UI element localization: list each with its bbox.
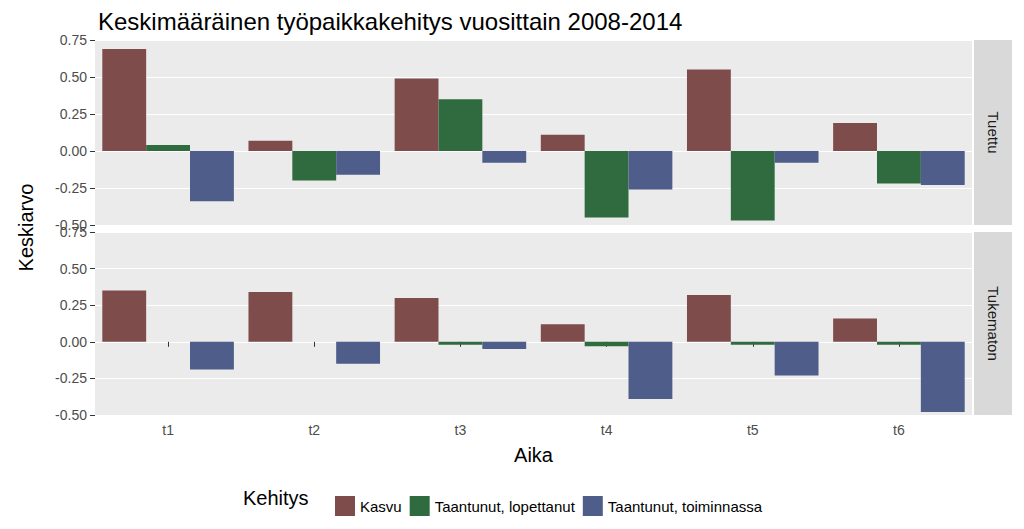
svg-text:Aika: Aika	[514, 444, 554, 466]
svg-text:-0.25: -0.25	[55, 370, 87, 386]
svg-text:Taantunut, toiminnassa: Taantunut, toiminnassa	[608, 498, 763, 515]
svg-text:t1: t1	[162, 422, 174, 438]
svg-text:Kasvu: Kasvu	[360, 498, 402, 515]
svg-text:0.75: 0.75	[60, 32, 87, 48]
svg-text:0.75: 0.75	[60, 224, 87, 240]
svg-text:Tuettu: Tuettu	[985, 112, 1002, 154]
svg-text:0.00: 0.00	[60, 334, 87, 350]
svg-text:Keskimääräinen työpaikkakehity: Keskimääräinen työpaikkakehitys vuositta…	[98, 8, 682, 35]
svg-text:t3: t3	[455, 422, 467, 438]
svg-text:-0.25: -0.25	[55, 180, 87, 196]
svg-text:0.50: 0.50	[60, 69, 87, 85]
svg-text:-0.50: -0.50	[55, 407, 87, 423]
svg-text:t5: t5	[747, 422, 759, 438]
svg-text:0.25: 0.25	[60, 297, 87, 313]
svg-text:0.50: 0.50	[60, 261, 87, 277]
svg-text:Tukematon: Tukematon	[985, 286, 1002, 360]
svg-text:t6: t6	[893, 422, 905, 438]
svg-text:t4: t4	[601, 422, 613, 438]
svg-text:0.00: 0.00	[60, 143, 87, 159]
svg-text:t2: t2	[308, 422, 320, 438]
svg-text:Kehitys: Kehitys	[243, 487, 309, 509]
svg-text:Taantunut, lopettanut: Taantunut, lopettanut	[435, 498, 576, 515]
svg-text:Keskiarvo: Keskiarvo	[15, 184, 37, 272]
svg-text:0.25: 0.25	[60, 106, 87, 122]
